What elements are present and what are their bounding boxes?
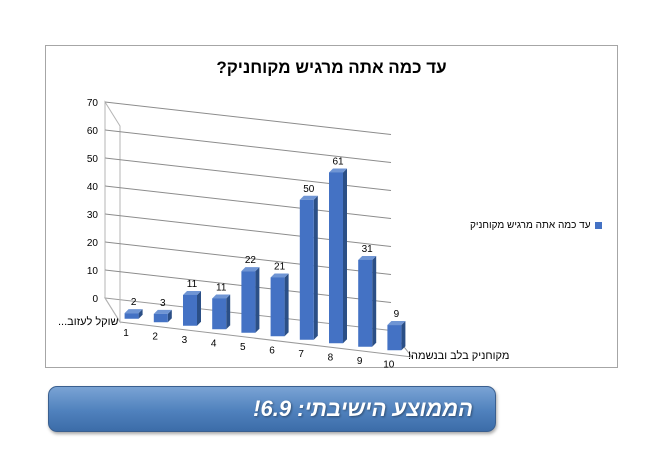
- gridline: [104, 213, 392, 247]
- x-tick-label: 10: [383, 360, 395, 371]
- bar-top: [387, 321, 406, 326]
- bar: [270, 277, 285, 337]
- x-tick-label: 8: [328, 353, 334, 364]
- gridline: [104, 185, 392, 219]
- bar: [358, 259, 373, 347]
- bar: [299, 199, 314, 340]
- bar-top: [124, 309, 143, 314]
- y-tick-label: 0: [92, 294, 98, 305]
- y-tick-label: 10: [87, 266, 99, 277]
- bar-side: [343, 168, 347, 344]
- bar: [124, 313, 139, 319]
- bar-side: [167, 309, 172, 323]
- y-tick-label: 20: [87, 238, 99, 249]
- data-label: 11: [187, 279, 198, 290]
- y-tick-label: 40: [87, 182, 99, 193]
- bar: [183, 294, 197, 326]
- x-tick-label: 5: [240, 342, 246, 353]
- data-label: 9: [394, 309, 400, 320]
- average-banner: הממוצע הישיבתי: 6.9!: [48, 386, 496, 432]
- bar-side: [197, 290, 201, 326]
- data-label: 31: [362, 244, 374, 255]
- data-label: 3: [160, 298, 166, 309]
- data-label: 2: [131, 297, 137, 308]
- banner-text: הממוצע הישיבתי: 6.9!: [253, 396, 473, 421]
- bar-side: [226, 294, 231, 330]
- bar-side: [401, 321, 406, 351]
- gridline: [104, 101, 392, 135]
- annotation-low-end: שוקל לעזוב...: [58, 316, 119, 328]
- x-tick-label: 7: [298, 349, 304, 360]
- data-label: 11: [216, 282, 227, 293]
- bar-top: [212, 294, 231, 299]
- x-tick-label: 6: [269, 346, 275, 357]
- x-tick-label: 3: [182, 335, 188, 346]
- bar-side: [372, 255, 377, 347]
- bar-side: [255, 267, 260, 333]
- data-label: 22: [245, 255, 257, 266]
- x-tick-label: 2: [152, 332, 158, 343]
- bar: [241, 271, 256, 333]
- gridline: [104, 129, 392, 163]
- annotation-high-end: מקוחניק בלב ובנשמה!: [408, 350, 510, 362]
- bar-top: [270, 273, 289, 278]
- bar-side: [138, 309, 143, 319]
- data-label: 50: [303, 184, 315, 195]
- legend: עד כמה אתה מרגיש מקוחניק: [470, 220, 602, 231]
- legend-swatch: [594, 222, 602, 229]
- bar: [153, 313, 168, 323]
- bar-top: [329, 168, 347, 173]
- bar-side: [284, 273, 289, 337]
- gridline: [104, 157, 392, 191]
- bar: [329, 172, 343, 344]
- legend-label: עד כמה אתה מרגיש מקוחניק: [470, 220, 591, 231]
- data-label: 21: [274, 261, 286, 272]
- data-label: 61: [332, 156, 344, 167]
- y-tick-label: 50: [87, 154, 99, 165]
- chart-title: עד כמה אתה מרגיש מקוחניק?: [216, 58, 447, 77]
- bar-top: [358, 255, 377, 260]
- bar-top: [241, 267, 260, 272]
- y-tick-label: 30: [87, 210, 99, 221]
- y-tick-label: 60: [87, 126, 99, 137]
- bar-top: [299, 195, 318, 200]
- x-tick-label: 4: [211, 339, 217, 350]
- chart-side-wall: [104, 100, 121, 324]
- bar-top: [153, 309, 172, 314]
- bar-top: [183, 290, 201, 295]
- y-tick-label: 70: [87, 98, 99, 109]
- bar-side: [313, 195, 318, 340]
- bar: [387, 325, 402, 351]
- x-tick-label: 9: [357, 356, 363, 367]
- bar: [212, 298, 227, 330]
- x-tick-label: 1: [123, 328, 129, 339]
